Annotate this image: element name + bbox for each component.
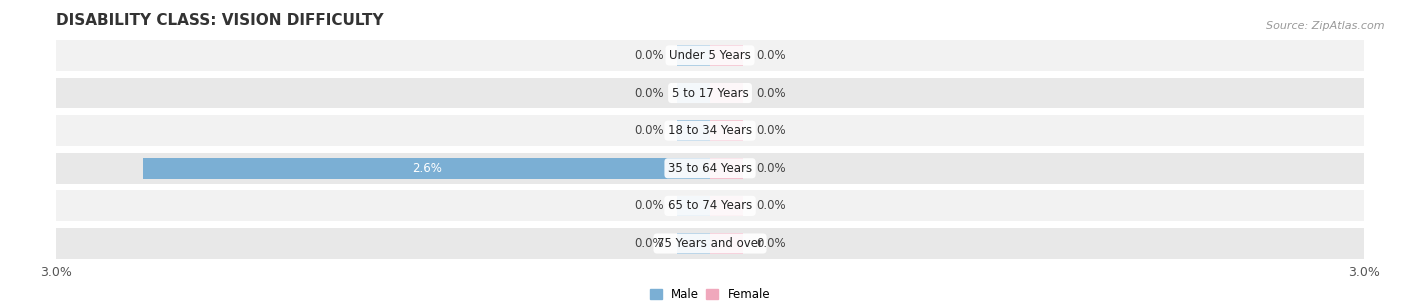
Text: 0.0%: 0.0%: [756, 87, 786, 99]
Bar: [710, 45, 742, 66]
Text: 75 Years and over: 75 Years and over: [657, 237, 763, 250]
Text: 0.0%: 0.0%: [756, 124, 786, 137]
Text: 65 to 74 Years: 65 to 74 Years: [668, 199, 752, 212]
Legend: Male, Female: Male, Female: [645, 284, 775, 305]
Text: 0.0%: 0.0%: [634, 199, 664, 212]
Bar: [710, 233, 742, 254]
Bar: [56, 228, 1364, 259]
Text: 5 to 17 Years: 5 to 17 Years: [672, 87, 748, 99]
Text: 0.0%: 0.0%: [634, 87, 664, 99]
Bar: [56, 190, 1364, 221]
Bar: [143, 158, 710, 179]
Bar: [678, 45, 710, 66]
Bar: [710, 196, 742, 216]
Text: 35 to 64 Years: 35 to 64 Years: [668, 162, 752, 175]
Bar: [678, 83, 710, 103]
Text: 0.0%: 0.0%: [756, 162, 786, 175]
Bar: [710, 158, 742, 179]
Text: 0.0%: 0.0%: [634, 237, 664, 250]
Bar: [710, 83, 742, 103]
Text: Source: ZipAtlas.com: Source: ZipAtlas.com: [1267, 21, 1385, 31]
Bar: [678, 120, 710, 141]
Text: 18 to 34 Years: 18 to 34 Years: [668, 124, 752, 137]
Text: 0.0%: 0.0%: [756, 237, 786, 250]
Bar: [56, 115, 1364, 146]
Bar: [56, 40, 1364, 71]
Text: 0.0%: 0.0%: [634, 124, 664, 137]
Bar: [56, 153, 1364, 184]
Bar: [710, 120, 742, 141]
Bar: [678, 233, 710, 254]
Bar: [56, 77, 1364, 109]
Text: 0.0%: 0.0%: [756, 49, 786, 62]
Text: 0.0%: 0.0%: [756, 199, 786, 212]
Text: 2.6%: 2.6%: [412, 162, 441, 175]
Text: 0.0%: 0.0%: [634, 49, 664, 62]
Bar: [678, 196, 710, 216]
Text: Under 5 Years: Under 5 Years: [669, 49, 751, 62]
Text: DISABILITY CLASS: VISION DIFFICULTY: DISABILITY CLASS: VISION DIFFICULTY: [56, 13, 384, 28]
